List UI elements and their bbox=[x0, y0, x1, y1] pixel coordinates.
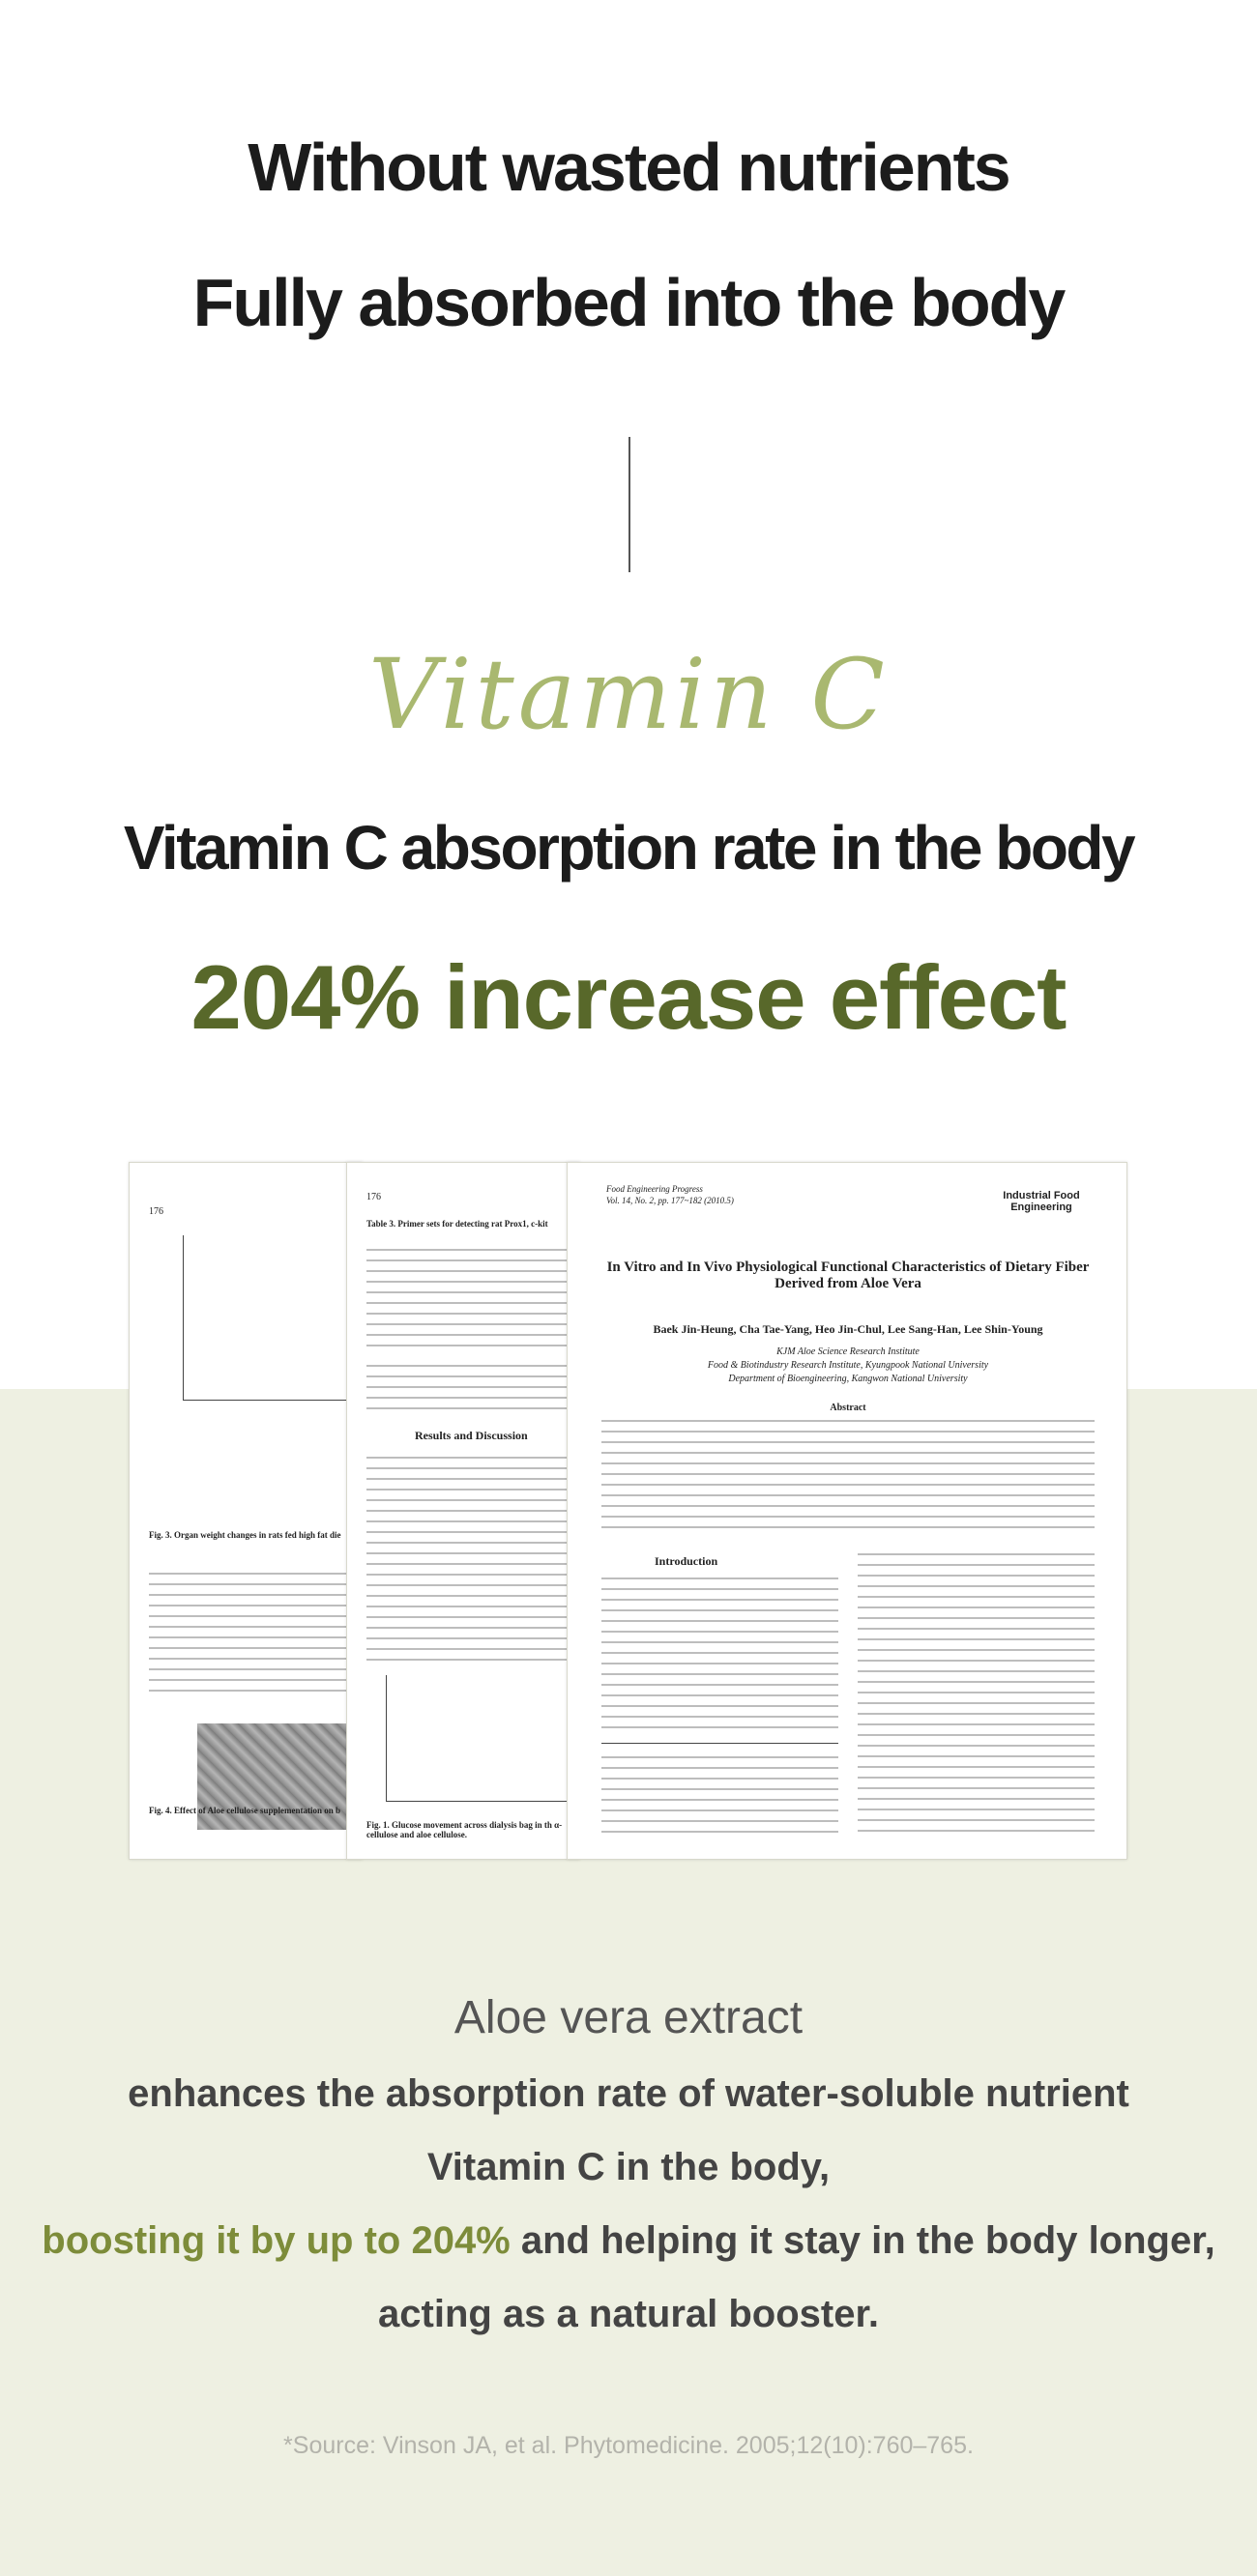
affiliation: KJM Aloe Science Research Institute bbox=[776, 1346, 920, 1357]
page-number: 176 bbox=[149, 1206, 163, 1217]
body-text bbox=[149, 1569, 352, 1694]
figure bbox=[183, 1235, 362, 1401]
logo: Industrial Food Engineering bbox=[1003, 1190, 1080, 1213]
script-title: Vitamin C bbox=[368, 638, 889, 751]
description-line: acting as a natural booster. bbox=[378, 2293, 879, 2335]
description-line: boosting it by up to 204% and helping it… bbox=[0, 2219, 1257, 2263]
divider bbox=[628, 437, 630, 572]
table-caption: Table 3. Primer sets for detecting rat P… bbox=[366, 1219, 548, 1229]
headline-line: Fully absorbed into the body bbox=[192, 265, 1067, 340]
caption: Fig. 3. Organ weight changes in rats fed… bbox=[149, 1530, 341, 1540]
description-text: and helping it stay in the body longer, bbox=[510, 2219, 1215, 2262]
description-line: Vitamin C in the body, bbox=[426, 2146, 831, 2188]
abstract-heading: Abstract bbox=[830, 1403, 866, 1413]
body-text bbox=[366, 1453, 579, 1665]
page-number: 176 bbox=[366, 1192, 381, 1202]
description-line: enhances the absorption rate of water-so… bbox=[128, 2072, 1129, 2115]
body-text bbox=[601, 1574, 838, 1728]
source: *Source: Vinson JA, et al. Phytomedicine… bbox=[283, 2432, 974, 2459]
micrograph bbox=[197, 1723, 362, 1830]
paper-right: Food Engineering Progress Vol. 14, No. 2… bbox=[567, 1162, 1127, 1860]
caption: Fig. 4. Effect of Aloe cellulose supplem… bbox=[149, 1806, 340, 1815]
footnote bbox=[601, 1752, 838, 1839]
headline-line: Without wasted nutrients bbox=[248, 130, 1010, 205]
section-heading: Results and Discussion bbox=[415, 1429, 528, 1442]
subtitle: Vitamin C absorption rate in the body bbox=[123, 813, 1136, 883]
authors: Baek Jin-Heung, Cha Tae-Yang, Heo Jin-Ch… bbox=[653, 1322, 1043, 1336]
journal: Food Engineering Progress bbox=[606, 1184, 703, 1194]
body-text bbox=[366, 1361, 579, 1414]
figure bbox=[386, 1675, 579, 1802]
description-highlight: boosting it by up to 204% bbox=[42, 2219, 511, 2262]
table bbox=[366, 1245, 579, 1351]
paper-title: In Vitro and In Vivo Physiological Funct… bbox=[606, 1259, 1090, 1291]
paper-left: 176 Fig. 3. Organ weight changes in rats… bbox=[129, 1162, 363, 1860]
abstract-text bbox=[601, 1416, 1095, 1532]
paper-stack: 176 Fig. 3. Organ weight changes in rats… bbox=[129, 1162, 1127, 1860]
caption: Fig. 1. Glucose movement across dialysis… bbox=[366, 1820, 563, 1839]
volume: Vol. 14, No. 2, pp. 177~182 (2010.5) bbox=[606, 1196, 734, 1205]
affiliation: Food & Biotindustry Research Institute, … bbox=[707, 1360, 989, 1371]
rule bbox=[601, 1743, 838, 1744]
description-intro: Aloe vera extract bbox=[453, 1992, 804, 2043]
paper-middle: 176 Table 3. Primer sets for detecting r… bbox=[346, 1162, 580, 1860]
body-text bbox=[858, 1549, 1095, 1839]
affiliation: Department of Bioengineering, Kangwon Na… bbox=[728, 1374, 968, 1384]
highlight: 204% increase effect bbox=[190, 946, 1067, 1048]
section-heading: Introduction bbox=[655, 1554, 718, 1568]
